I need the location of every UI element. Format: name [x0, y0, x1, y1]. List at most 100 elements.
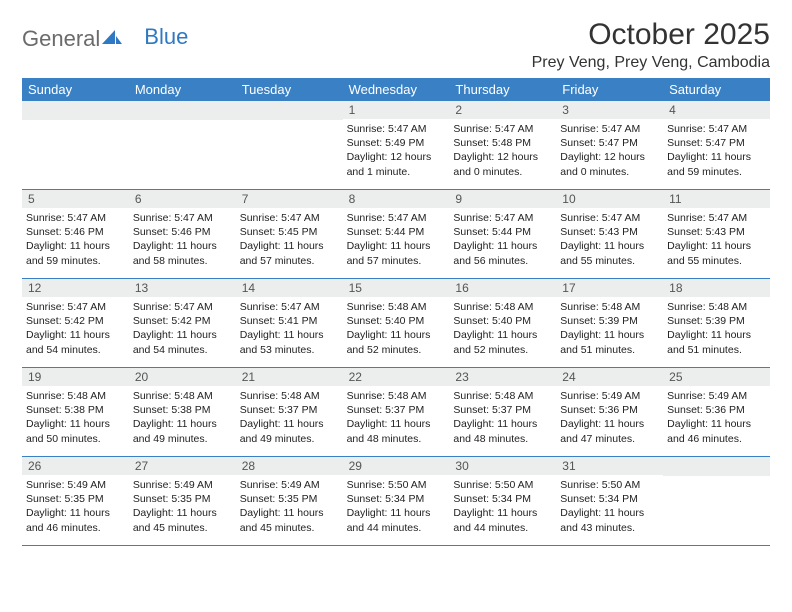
day-details: Sunrise: 5:48 AMSunset: 5:37 PMDaylight:…: [236, 386, 343, 450]
calendar-cell: 4 Sunrise: 5:47 AMSunset: 5:47 PMDaylight…: [663, 101, 770, 189]
day-number: 28: [236, 457, 343, 475]
sunset-line: Sunset: 5:38 PM: [133, 403, 232, 417]
day-number: 5: [22, 190, 129, 208]
day-number: 13: [129, 279, 236, 297]
day-details: Sunrise: 5:47 AMSunset: 5:44 PMDaylight:…: [449, 208, 556, 272]
calendar-week: 5Sunrise: 5:47 AMSunset: 5:46 PMDaylight…: [22, 190, 770, 279]
sunset-line: Sunset: 5:37 PM: [347, 403, 446, 417]
sunset-line: Sunset: 5:38 PM: [26, 403, 125, 417]
daylight-line: Daylight: 12 hours and 0 minutes.: [560, 150, 659, 178]
sunrise-line: Sunrise: 5:47 AM: [240, 300, 339, 314]
sunset-line: Sunset: 5:36 PM: [560, 403, 659, 417]
day-details: Sunrise: 5:49 AMSunset: 5:35 PMDaylight:…: [236, 475, 343, 539]
day-details: Sunrise: 5:49 AMSunset: 5:35 PMDaylight:…: [129, 475, 236, 539]
calendar-cell: [663, 457, 770, 545]
day-details: Sunrise: 5:47 AMSunset: 5:43 PMDaylight:…: [556, 208, 663, 272]
sunset-line: Sunset: 5:47 PM: [667, 136, 766, 150]
day-details: Sunrise: 5:47 AMSunset: 5:44 PMDaylight:…: [343, 208, 450, 272]
day-number: 21: [236, 368, 343, 386]
day-number: 31: [556, 457, 663, 475]
sunset-line: Sunset: 5:47 PM: [560, 136, 659, 150]
calendar-cell: 21Sunrise: 5:48 AMSunset: 5:37 PMDayligh…: [236, 368, 343, 456]
daylight-line: Daylight: 11 hours and 51 minutes.: [560, 328, 659, 356]
daylight-line: Daylight: 11 hours and 52 minutes.: [347, 328, 446, 356]
weekday-header: Saturday: [663, 78, 770, 101]
daylight-line: Daylight: 11 hours and 46 minutes.: [26, 506, 125, 534]
day-number: 11: [663, 190, 770, 208]
sunrise-line: Sunrise: 5:47 AM: [347, 122, 446, 136]
sunrise-line: Sunrise: 5:47 AM: [26, 300, 125, 314]
sunset-line: Sunset: 5:48 PM: [453, 136, 552, 150]
day-details: Sunrise: 5:48 AMSunset: 5:40 PMDaylight:…: [449, 297, 556, 361]
brand-word2: Blue: [144, 24, 188, 50]
sunset-line: Sunset: 5:41 PM: [240, 314, 339, 328]
location-label: Prey Veng, Prey Veng, Cambodia: [532, 54, 770, 72]
sunset-line: Sunset: 5:39 PM: [560, 314, 659, 328]
sunrise-line: Sunrise: 5:47 AM: [667, 122, 766, 136]
calendar-cell: 25Sunrise: 5:49 AMSunset: 5:36 PMDayligh…: [663, 368, 770, 456]
header: General Blue October 2025 Prey Veng, Pre…: [22, 18, 770, 72]
sunset-line: Sunset: 5:45 PM: [240, 225, 339, 239]
day-details: Sunrise: 5:47 AMSunset: 5:41 PMDaylight:…: [236, 297, 343, 361]
sunset-line: Sunset: 5:35 PM: [26, 492, 125, 506]
calendar-cell: 12Sunrise: 5:47 AMSunset: 5:42 PMDayligh…: [22, 279, 129, 367]
sunset-line: Sunset: 5:35 PM: [133, 492, 232, 506]
sunrise-line: Sunrise: 5:48 AM: [347, 389, 446, 403]
sunrise-line: Sunrise: 5:47 AM: [347, 211, 446, 225]
sunrise-line: Sunrise: 5:47 AM: [133, 211, 232, 225]
daylight-line: Daylight: 11 hours and 48 minutes.: [453, 417, 552, 445]
calendar-cell: 17Sunrise: 5:48 AMSunset: 5:39 PMDayligh…: [556, 279, 663, 367]
calendar-cell: 14Sunrise: 5:47 AMSunset: 5:41 PMDayligh…: [236, 279, 343, 367]
calendar-week: 12Sunrise: 5:47 AMSunset: 5:42 PMDayligh…: [22, 279, 770, 368]
day-number: 26: [22, 457, 129, 475]
calendar-cell: 15Sunrise: 5:48 AMSunset: 5:40 PMDayligh…: [343, 279, 450, 367]
calendar-cell: 3 Sunrise: 5:47 AMSunset: 5:47 PMDaylight…: [556, 101, 663, 189]
daylight-line: Daylight: 11 hours and 57 minutes.: [347, 239, 446, 267]
daylight-line: Daylight: 11 hours and 47 minutes.: [560, 417, 659, 445]
calendar-cell: [22, 101, 129, 189]
sunrise-line: Sunrise: 5:47 AM: [453, 211, 552, 225]
sunrise-line: Sunrise: 5:47 AM: [453, 122, 552, 136]
sunrise-line: Sunrise: 5:47 AM: [133, 300, 232, 314]
daylight-line: Daylight: 11 hours and 44 minutes.: [453, 506, 552, 534]
daylight-line: Daylight: 11 hours and 45 minutes.: [133, 506, 232, 534]
day-number: 25: [663, 368, 770, 386]
weekday-header-row: Sunday Monday Tuesday Wednesday Thursday…: [22, 78, 770, 101]
daylight-line: Daylight: 11 hours and 43 minutes.: [560, 506, 659, 534]
day-number: 27: [129, 457, 236, 475]
day-number: [129, 101, 236, 120]
daylight-line: Daylight: 12 hours and 0 minutes.: [453, 150, 552, 178]
day-details: Sunrise: 5:48 AMSunset: 5:37 PMDaylight:…: [343, 386, 450, 450]
day-number: [22, 101, 129, 120]
day-number: 3: [556, 101, 663, 119]
day-number: 6: [129, 190, 236, 208]
daylight-line: Daylight: 11 hours and 59 minutes.: [667, 150, 766, 178]
sunset-line: Sunset: 5:42 PM: [133, 314, 232, 328]
calendar-cell: [129, 101, 236, 189]
day-number: 18: [663, 279, 770, 297]
calendar-cell: 18Sunrise: 5:48 AMSunset: 5:39 PMDayligh…: [663, 279, 770, 367]
day-number: 29: [343, 457, 450, 475]
daylight-line: Daylight: 11 hours and 50 minutes.: [26, 417, 125, 445]
logo-sail-icon: [102, 26, 122, 52]
day-number: 16: [449, 279, 556, 297]
daylight-line: Daylight: 11 hours and 55 minutes.: [560, 239, 659, 267]
sunset-line: Sunset: 5:49 PM: [347, 136, 446, 150]
calendar-cell: 13Sunrise: 5:47 AMSunset: 5:42 PMDayligh…: [129, 279, 236, 367]
day-number: 4: [663, 101, 770, 119]
title-block: October 2025 Prey Veng, Prey Veng, Cambo…: [532, 18, 770, 72]
calendar-cell: 19Sunrise: 5:48 AMSunset: 5:38 PMDayligh…: [22, 368, 129, 456]
daylight-line: Daylight: 11 hours and 45 minutes.: [240, 506, 339, 534]
calendar-cell: 23Sunrise: 5:48 AMSunset: 5:37 PMDayligh…: [449, 368, 556, 456]
calendar-cell: 5Sunrise: 5:47 AMSunset: 5:46 PMDaylight…: [22, 190, 129, 278]
sunset-line: Sunset: 5:44 PM: [347, 225, 446, 239]
sunrise-line: Sunrise: 5:48 AM: [560, 300, 659, 314]
calendar-cell: 10Sunrise: 5:47 AMSunset: 5:43 PMDayligh…: [556, 190, 663, 278]
day-details: Sunrise: 5:48 AMSunset: 5:37 PMDaylight:…: [449, 386, 556, 450]
day-details: Sunrise: 5:48 AMSunset: 5:40 PMDaylight:…: [343, 297, 450, 361]
day-number: 10: [556, 190, 663, 208]
daylight-line: Daylight: 11 hours and 49 minutes.: [133, 417, 232, 445]
sunrise-line: Sunrise: 5:47 AM: [560, 122, 659, 136]
sunset-line: Sunset: 5:37 PM: [453, 403, 552, 417]
calendar-cell: 6Sunrise: 5:47 AMSunset: 5:46 PMDaylight…: [129, 190, 236, 278]
